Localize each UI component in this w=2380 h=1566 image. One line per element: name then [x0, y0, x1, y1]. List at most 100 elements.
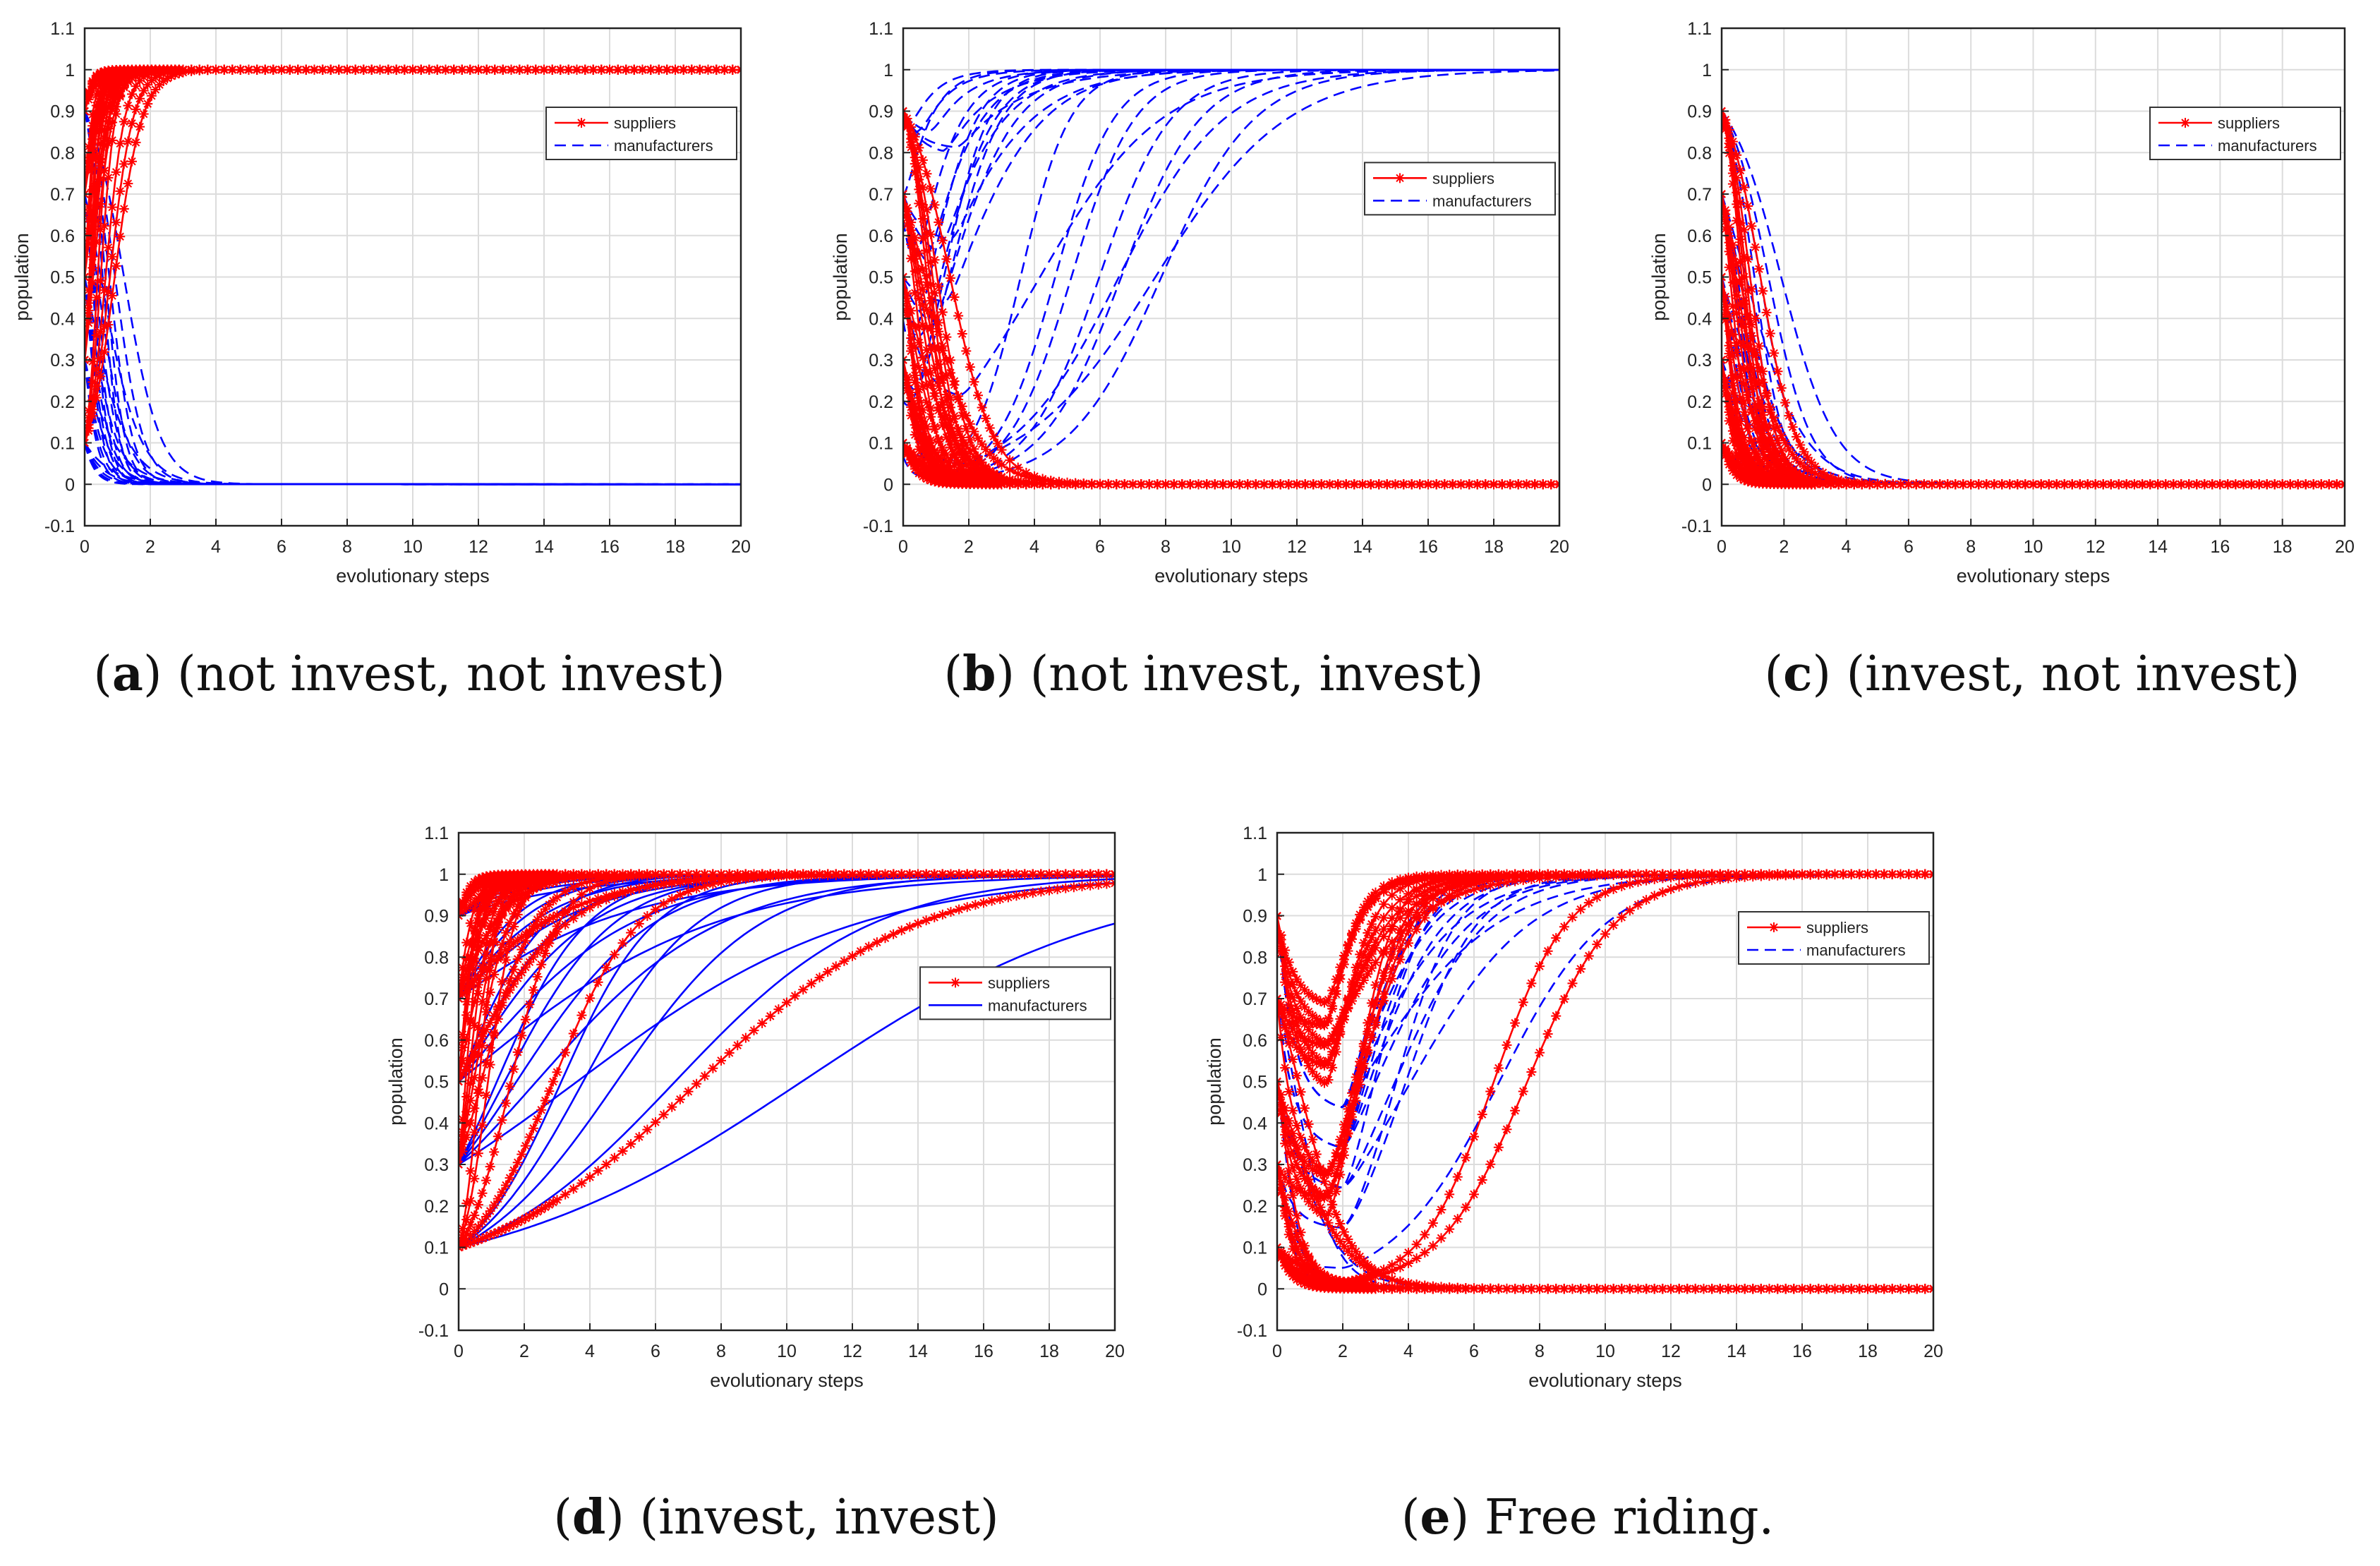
suppliers-markers-0 — [459, 878, 1115, 1253]
legend-manufacturers-label: manufacturers — [988, 996, 1087, 1014]
caption-a: (a) (not invest, not invest) — [93, 646, 725, 702]
y-tick-label-6: 0.5 — [50, 268, 75, 288]
caption-d-text: (invest, invest) — [639, 1490, 999, 1546]
y-tick-label-1: 0 — [65, 475, 75, 495]
y-tick-label-4: 0.3 — [424, 1155, 449, 1175]
x-tick-label-2: 4 — [211, 537, 221, 557]
x-tick-label-6: 12 — [842, 1342, 862, 1361]
y-tick-label-2: 0.1 — [1243, 1239, 1267, 1258]
y-tick-label-2: 0.1 — [424, 1239, 449, 1258]
x-tick-label-5: 10 — [1221, 537, 1241, 557]
y-tick-label-9: 0.8 — [50, 143, 75, 163]
x-tick-label-10: 20 — [1105, 1342, 1125, 1361]
x-tick-label-2: 4 — [1029, 537, 1039, 557]
x-tick-label-5: 10 — [403, 537, 423, 557]
x-tick-label-3: 6 — [651, 1342, 660, 1361]
legend-suppliers-label: suppliers — [2218, 114, 2280, 132]
x-axis-label: evolutionary steps — [1528, 1370, 1682, 1391]
y-tick-label-11: 1 — [65, 61, 75, 80]
x-axis-label: evolutionary steps — [710, 1370, 864, 1391]
y-tick-label-8: 0.7 — [869, 185, 893, 205]
y-tick-label-8: 0.7 — [50, 185, 75, 205]
y-tick-label-0: -0.1 — [863, 517, 893, 536]
y-tick-label-9: 0.8 — [869, 143, 893, 163]
y-tick-label-12: 1.1 — [869, 19, 893, 39]
x-tick-label-4: 8 — [1161, 537, 1171, 557]
y-tick-label-1: 0 — [1702, 475, 1712, 495]
y-tick-label-5: 0.4 — [869, 309, 893, 329]
x-tick-label-4: 8 — [716, 1342, 726, 1361]
chart-e: 0 2 4 6 8 10 12 14 16 18 20 -0.1 0 0.1 0.2 0.3 0.4 0.5 0.6… — [1204, 824, 1943, 1391]
y-tick-label-8: 0.7 — [1687, 185, 1712, 205]
y-tick-label-9: 0.8 — [1687, 143, 1712, 163]
y-tick-label-0: -0.1 — [1237, 1321, 1267, 1341]
y-tick-label-6: 0.5 — [869, 268, 893, 288]
y-tick-label-10: 0.9 — [50, 102, 75, 122]
legend-manufacturers-label: manufacturers — [1806, 941, 1906, 959]
legend-box — [2149, 107, 2341, 160]
x-tick-label-9: 18 — [2273, 537, 2293, 557]
x-tick-label-3: 6 — [1904, 537, 1914, 557]
x-tick-label-2: 4 — [585, 1342, 595, 1361]
suppliers-markers-24 — [903, 106, 1559, 490]
legend: suppliers manufacturers — [2149, 107, 2341, 160]
x-tick-label-0: 0 — [1717, 537, 1727, 557]
y-tick-label-0: -0.1 — [1681, 517, 1712, 536]
x-tick-label-8: 16 — [600, 537, 620, 557]
legend-suppliers-marker — [950, 977, 960, 988]
x-tick-label-1: 2 — [1338, 1342, 1348, 1361]
chart-b: 0 2 4 6 8 10 12 14 16 18 20 -0.1 0 0.1 0.2 0.3 0.4 0.5 0.6… — [830, 19, 1569, 586]
x-tick-label-0: 0 — [80, 537, 90, 557]
y-tick-label-10: 0.9 — [869, 102, 893, 122]
y-tick-label-10: 0.9 — [424, 907, 449, 927]
y-tick-label-7: 0.6 — [1243, 1031, 1267, 1051]
y-tick-label-7: 0.6 — [424, 1031, 449, 1051]
x-tick-label-1: 2 — [1779, 537, 1789, 557]
legend-manufacturers-label: manufacturers — [614, 137, 713, 155]
caption-d-letter: d — [572, 1489, 606, 1546]
manufacturers-line-23 — [1722, 193, 2345, 486]
y-axis-label: population — [11, 233, 32, 321]
x-tick-label-5: 10 — [2024, 537, 2043, 557]
y-tick-label-2: 0.1 — [50, 434, 75, 454]
y-tick-label-6: 0.5 — [424, 1073, 449, 1092]
x-tick-label-9: 18 — [665, 537, 685, 557]
suppliers-markers-24 — [1722, 106, 2345, 490]
manufacturers-line-23 — [85, 193, 741, 486]
x-tick-label-2: 4 — [1403, 1342, 1413, 1361]
y-tick-label-6: 0.5 — [1243, 1073, 1267, 1092]
caption-a-text: (not invest, not invest) — [177, 646, 725, 702]
x-tick-label-6: 12 — [1287, 537, 1307, 557]
y-tick-label-6: 0.5 — [1687, 268, 1712, 288]
y-tick-label-3: 0.2 — [50, 392, 75, 412]
legend: suppliers manufacturers — [545, 107, 737, 160]
legend-suppliers-marker — [576, 118, 586, 128]
y-axis-label: population — [1204, 1037, 1225, 1126]
y-tick-label-12: 1.1 — [1243, 824, 1267, 843]
manufacturers-line-11 — [85, 359, 741, 486]
y-tick-label-7: 0.6 — [50, 227, 75, 246]
manufacturers-line-21 — [459, 874, 1115, 1165]
y-axis-label: population — [1648, 233, 1669, 321]
x-tick-label-10: 20 — [1550, 537, 1569, 557]
x-tick-label-5: 10 — [1595, 1342, 1615, 1361]
x-tick-label-4: 8 — [1966, 537, 1976, 557]
x-tick-label-9: 18 — [1039, 1342, 1059, 1361]
suppliers-markers-24 — [459, 869, 1115, 921]
x-tick-label-8: 16 — [974, 1342, 993, 1361]
x-tick-label-1: 2 — [145, 537, 155, 557]
y-tick-label-4: 0.3 — [869, 351, 893, 371]
legend-suppliers-marker — [1769, 922, 1779, 932]
y-tick-label-3: 0.2 — [1243, 1197, 1267, 1217]
y-tick-label-3: 0.2 — [424, 1197, 449, 1217]
x-tick-label-7: 14 — [908, 1342, 928, 1361]
y-tick-label-8: 0.7 — [1243, 989, 1267, 1009]
y-axis-label: population — [830, 233, 851, 321]
y-tick-label-3: 0.2 — [1687, 392, 1712, 412]
y-tick-label-11: 1 — [883, 61, 893, 80]
y-tick-label-1: 0 — [883, 475, 893, 495]
legend-manufacturers-label: manufacturers — [2218, 137, 2317, 155]
x-tick-label-7: 14 — [1353, 537, 1372, 557]
y-tick-label-3: 0.2 — [869, 392, 893, 412]
x-tick-label-8: 16 — [2210, 537, 2230, 557]
